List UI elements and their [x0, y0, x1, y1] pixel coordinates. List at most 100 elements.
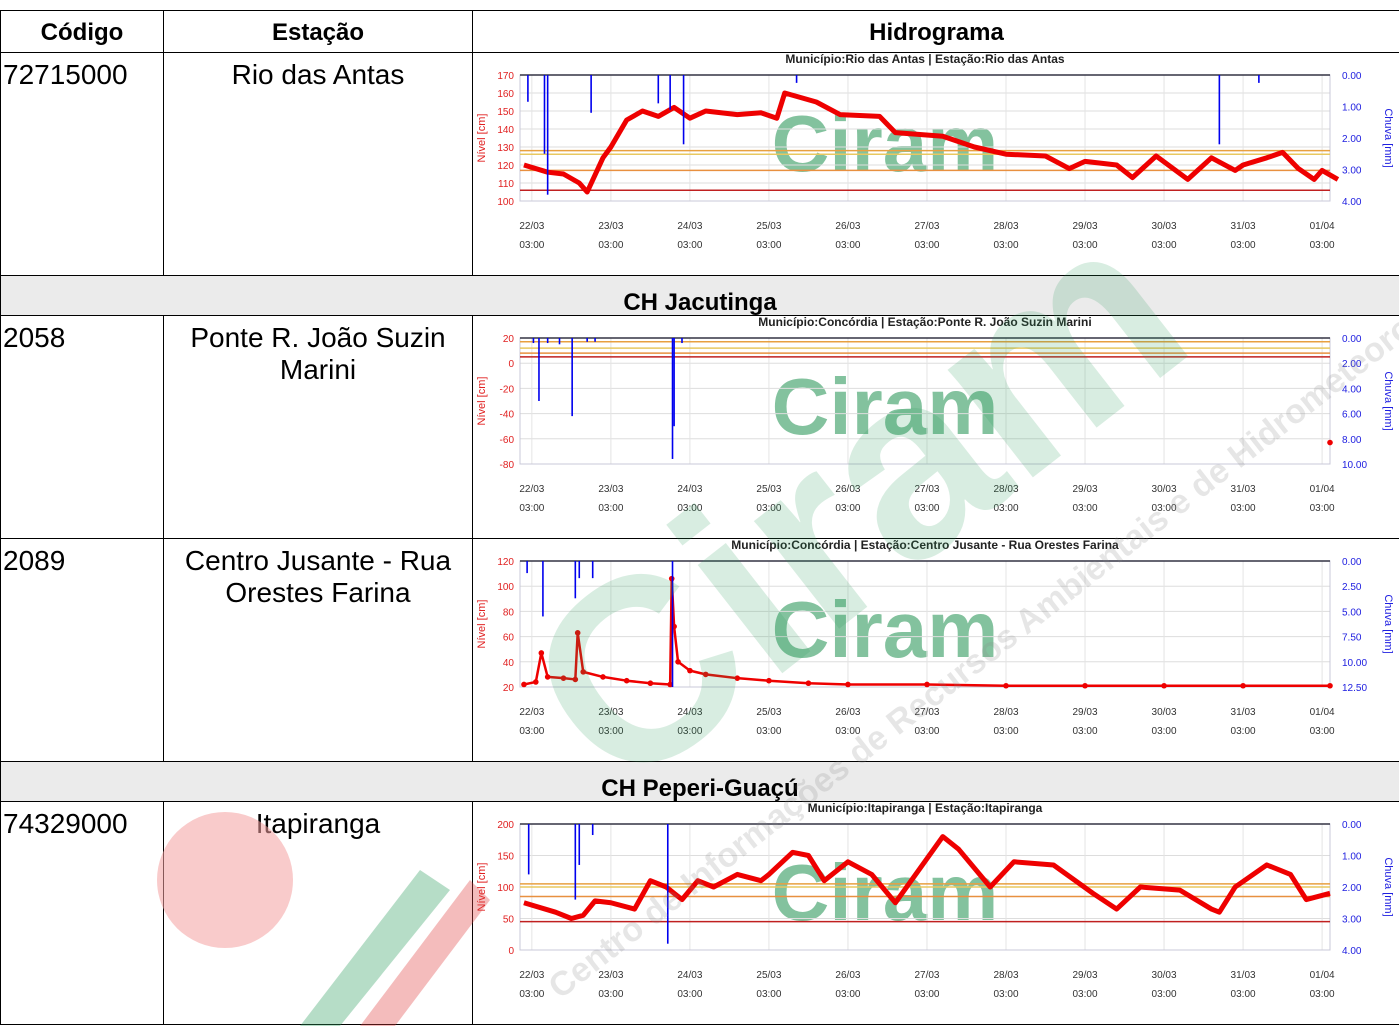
x-tick-label: 31/03	[1231, 221, 1256, 232]
chart-title: Município:Concórdia | Estação:Centro Jus…	[731, 539, 1119, 552]
x-tick-sublabel: 03:00	[1231, 240, 1256, 251]
y2-tick-label: 5.00	[1342, 607, 1362, 618]
rain-bar	[578, 561, 581, 579]
column-header: Estação	[163, 10, 473, 53]
level-point	[702, 671, 709, 678]
x-tick-sublabel: 03:00	[1231, 726, 1256, 737]
level-point	[734, 675, 741, 681]
rain-bar	[1218, 75, 1221, 145]
x-tick-label: 01/04	[1310, 484, 1335, 495]
x-tick-label: 24/03	[677, 970, 702, 981]
x-tick-label: 23/03	[598, 221, 623, 232]
x-tick-sublabel: 03:00	[1073, 726, 1098, 737]
level-point	[667, 681, 673, 688]
hydrograph: Município:Concórdia | Estação:Centro Jus…	[476, 539, 1394, 737]
y2-tick-label: 2.00	[1342, 134, 1362, 145]
station-name: Ponte R. João Suzin Marini	[163, 315, 473, 539]
x-tick-label: 01/04	[1310, 221, 1335, 232]
y2-tick-label: 0.00	[1342, 557, 1362, 568]
level-point	[574, 630, 581, 636]
x-tick-sublabel: 03:00	[677, 726, 702, 737]
x-tick-sublabel: 03:00	[1231, 989, 1256, 1000]
y2-tick-label: 1.00	[1342, 103, 1362, 114]
station-name: Itapiranga	[163, 801, 473, 1025]
y2-tick-label: 2.00	[1342, 883, 1362, 894]
x-tick-label: 26/03	[835, 221, 860, 232]
y-tick-label: 80	[503, 607, 515, 618]
x-tick-sublabel: 03:00	[519, 989, 544, 1000]
y2-tick-label: 12.50	[1342, 683, 1367, 694]
y2-tick-label: 10.00	[1342, 460, 1367, 471]
level-point	[600, 674, 606, 680]
level-point	[805, 680, 812, 687]
rain-bar	[558, 338, 561, 345]
y2-axis-label: Chuva [mm]	[1382, 108, 1394, 167]
x-tick-label: 30/03	[1152, 707, 1177, 718]
rain-bar	[571, 338, 573, 417]
y-tick-label: 150	[497, 107, 514, 118]
section-title: CH Peperi-Guaçú	[0, 761, 1399, 802]
x-tick-sublabel: 03:00	[598, 503, 623, 514]
rain-bar	[590, 75, 592, 113]
x-tick-sublabel: 03:00	[598, 989, 623, 1000]
y-tick-label: 170	[497, 71, 514, 82]
station-code: 2089	[0, 538, 164, 762]
rain-bar	[671, 561, 674, 687]
x-tick-sublabel: 03:00	[993, 503, 1018, 514]
x-tick-sublabel: 03:00	[1231, 503, 1256, 514]
x-tick-label: 31/03	[1231, 970, 1256, 981]
level-point	[521, 681, 527, 688]
x-tick-sublabel: 03:00	[1310, 240, 1335, 251]
chart-watermark: Ciram	[772, 362, 999, 451]
rain-bar	[546, 75, 549, 195]
rain-bar	[666, 824, 669, 944]
chart-cell: Município:Rio das Antas | Estação:Rio da…	[472, 52, 1399, 276]
x-tick-sublabel: 03:00	[1152, 989, 1177, 1000]
rain-bar	[546, 338, 549, 344]
rain-bar	[526, 561, 528, 574]
y2-tick-label: 0.00	[1342, 820, 1362, 831]
station-code: 74329000	[0, 801, 164, 1025]
y2-axis-label: Chuva [mm]	[1382, 371, 1394, 430]
rain-bar	[527, 824, 530, 875]
x-tick-label: 23/03	[598, 484, 623, 495]
level-point	[560, 675, 567, 681]
y-tick-label: -60	[500, 435, 515, 446]
level-point	[1240, 682, 1246, 689]
x-tick-sublabel: 03:00	[677, 989, 702, 1000]
x-tick-sublabel: 03:00	[598, 240, 623, 251]
y-tick-label: 60	[503, 633, 515, 644]
level-point	[1327, 439, 1333, 446]
level-point	[1003, 682, 1009, 689]
rain-bar	[532, 338, 535, 344]
rain-bar	[591, 561, 594, 579]
rain-bar	[538, 338, 540, 401]
column-header: Código	[0, 10, 164, 53]
x-tick-label: 22/03	[519, 484, 544, 495]
y-axis-label: Nível [cm]	[476, 377, 488, 426]
x-tick-sublabel: 03:00	[993, 989, 1018, 1000]
y-tick-label: -20	[500, 384, 515, 395]
x-tick-sublabel: 03:00	[835, 503, 860, 514]
y2-tick-label: 4.00	[1342, 384, 1362, 395]
x-tick-sublabel: 03:00	[835, 726, 860, 737]
y-tick-label: 20	[503, 683, 515, 694]
station-code: 72715000	[0, 52, 164, 276]
rain-bar	[682, 75, 685, 145]
y2-tick-label: 7.50	[1342, 633, 1362, 644]
y2-tick-label: 3.00	[1342, 166, 1362, 177]
x-tick-sublabel: 03:00	[756, 503, 781, 514]
hydrograph: Município:Concórdia | Estação:Ponte R. J…	[476, 316, 1394, 514]
x-tick-label: 27/03	[914, 484, 939, 495]
x-tick-label: 26/03	[835, 707, 860, 718]
y-tick-label: 100	[497, 197, 514, 208]
rain-bar	[578, 824, 581, 865]
y-tick-label: -40	[500, 410, 515, 421]
y2-tick-label: 2.50	[1342, 582, 1362, 593]
y2-tick-label: 8.00	[1342, 435, 1362, 446]
chart-cell: Município:Concórdia | Estação:Centro Jus…	[472, 538, 1399, 762]
x-tick-sublabel: 03:00	[1073, 503, 1098, 514]
x-tick-label: 29/03	[1073, 484, 1098, 495]
x-tick-sublabel: 03:00	[835, 989, 860, 1000]
x-tick-sublabel: 03:00	[677, 503, 702, 514]
